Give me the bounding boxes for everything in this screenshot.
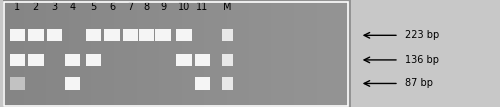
Text: 9: 9 xyxy=(160,2,166,13)
Text: M: M xyxy=(224,2,232,13)
Bar xyxy=(194,77,210,90)
Text: 7: 7 xyxy=(128,2,134,13)
Bar xyxy=(176,29,192,41)
Bar xyxy=(46,29,62,41)
Text: 3: 3 xyxy=(51,2,58,13)
Bar xyxy=(194,54,210,66)
Bar xyxy=(65,77,80,90)
Text: 87 bp: 87 bp xyxy=(404,78,432,88)
Bar xyxy=(10,54,25,66)
Bar xyxy=(222,54,233,66)
Text: 5: 5 xyxy=(90,2,96,13)
Text: 10: 10 xyxy=(178,2,190,13)
Bar xyxy=(122,29,138,41)
Bar xyxy=(65,54,80,66)
Bar xyxy=(10,29,25,41)
Text: 1: 1 xyxy=(14,2,20,13)
Bar xyxy=(139,29,154,41)
Bar xyxy=(156,29,170,41)
Bar xyxy=(86,29,101,41)
Text: 8: 8 xyxy=(144,2,150,13)
Bar xyxy=(10,77,25,90)
Bar xyxy=(104,29,120,41)
Text: 4: 4 xyxy=(70,2,76,13)
Bar xyxy=(86,54,101,66)
Text: 6: 6 xyxy=(109,2,115,13)
Text: 136 bp: 136 bp xyxy=(404,55,438,65)
Text: 223 bp: 223 bp xyxy=(404,30,439,40)
Bar xyxy=(222,29,233,41)
Bar xyxy=(222,77,233,90)
Bar xyxy=(28,29,44,41)
Text: 11: 11 xyxy=(196,2,208,13)
Bar xyxy=(28,54,44,66)
Text: 2: 2 xyxy=(32,2,39,13)
Bar xyxy=(176,54,192,66)
